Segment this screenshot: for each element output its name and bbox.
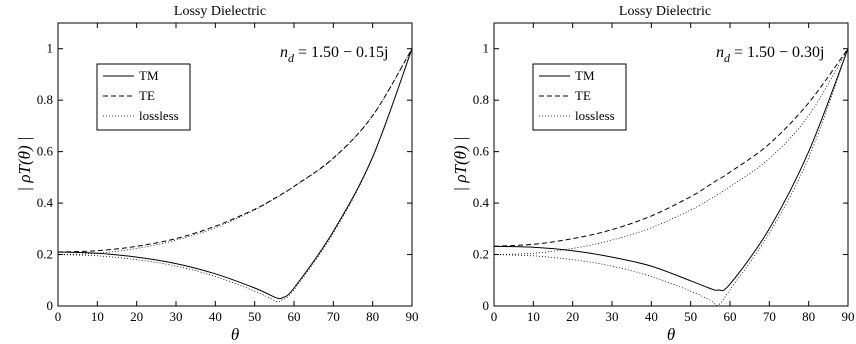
chart-panel-left: Lossy Dielectric 0 0.2 0.4 0.6 0.8 1 0 10 20 30 4… [15,4,419,344]
x-axis-ticks: 0 10 20 30 40 50 60 70 80 90 [55,23,419,324]
annotation-subscript: d [724,51,731,65]
series-line-lossless [57,48,413,302]
legend-label-te: TE [575,88,591,103]
plot-frame [57,22,413,307]
legend-box [96,63,191,131]
y-tick-label: 0.4 [473,195,490,210]
x-tick-label: 40 [209,309,222,324]
series-line-lossless-te-reference [57,48,413,255]
legend-label-lossless: lossless [575,108,615,123]
x-tick-label: 90 [842,309,855,324]
legend: TM TE lossless [96,63,191,131]
y-tick-label: 0.2 [37,247,53,262]
y-axis-label: | ρT(θ) | [451,136,470,191]
chart-panel-right: Lossy Dielectric 0 0.2 0.4 0.6 0.8 1 0 10 20 30 4… [451,4,855,344]
x-tick-label: 40 [645,309,658,324]
x-tick-label: 50 [248,309,261,324]
y-tick-label: 0.8 [473,92,489,107]
x-tick-label: 10 [527,309,540,324]
x-tick-label: 0 [55,309,62,324]
x-tick-label: 10 [91,309,104,324]
y-tick-label: 0.8 [37,92,53,107]
x-tick-label: 80 [802,309,815,324]
refractive-index-annotation: nd = 1.50 − 0.15j [280,44,389,65]
y-tick-label: 0.6 [37,144,54,159]
x-tick-label: 60 [724,309,737,324]
y-tick-label: 0.4 [37,195,54,210]
annotation-value: = 1.50 − 0.30j [730,44,825,61]
y-tick-label: 0 [47,298,54,313]
annotation-n: n [280,44,288,61]
series-line-tm [493,48,849,292]
plot-frame [493,22,849,307]
x-tick-label: 60 [288,309,301,324]
x-tick-label: 70 [763,309,776,324]
x-tick-label: 0 [491,309,498,324]
y-axis-ticks: 0 0.2 0.4 0.6 0.8 1 [473,41,848,313]
y-axis-label: | ρT(θ) | [15,136,34,191]
legend-label-te: TE [139,88,155,103]
series-line-tm [57,48,413,300]
legend-box [532,63,627,131]
x-axis-label: θ [667,325,675,344]
y-tick-label: 0.2 [473,247,489,262]
series-line-te [493,48,849,247]
y-axis-ticks: 0 0.2 0.4 0.6 0.8 1 [37,41,412,313]
legend-label-tm: TM [139,68,159,83]
y-tick-label: 0.6 [473,144,490,159]
refractive-index-annotation: nd = 1.50 − 0.30j [716,44,825,65]
x-tick-label: 20 [130,309,143,324]
series-line-lossless [493,48,849,306]
x-tick-label: 30 [170,309,183,324]
x-tick-label: 70 [327,309,340,324]
chart-title: Lossy Dielectric [619,4,711,19]
y-tick-label: 1 [483,41,490,56]
legend-label-lossless: lossless [139,108,179,123]
x-axis-ticks: 0 10 20 30 40 50 60 70 80 90 [491,23,855,324]
annotation-subscript: d [288,51,295,65]
curves [57,48,413,302]
curves [493,48,849,306]
x-tick-label: 50 [684,309,697,324]
y-tick-label: 1 [47,41,54,56]
x-axis-label: θ [231,325,239,344]
x-tick-label: 90 [406,309,419,324]
y-tick-label: 0 [483,298,490,313]
x-tick-label: 30 [606,309,619,324]
chart-title: Lossy Dielectric [174,4,266,19]
legend-label-tm: TM [575,68,595,83]
annotation-n: n [716,44,724,61]
x-tick-label: 20 [566,309,579,324]
x-tick-label: 80 [366,309,379,324]
series-line-te [57,48,413,253]
annotation-value: = 1.50 − 0.15j [294,44,389,61]
legend: TM TE lossless [532,63,627,131]
